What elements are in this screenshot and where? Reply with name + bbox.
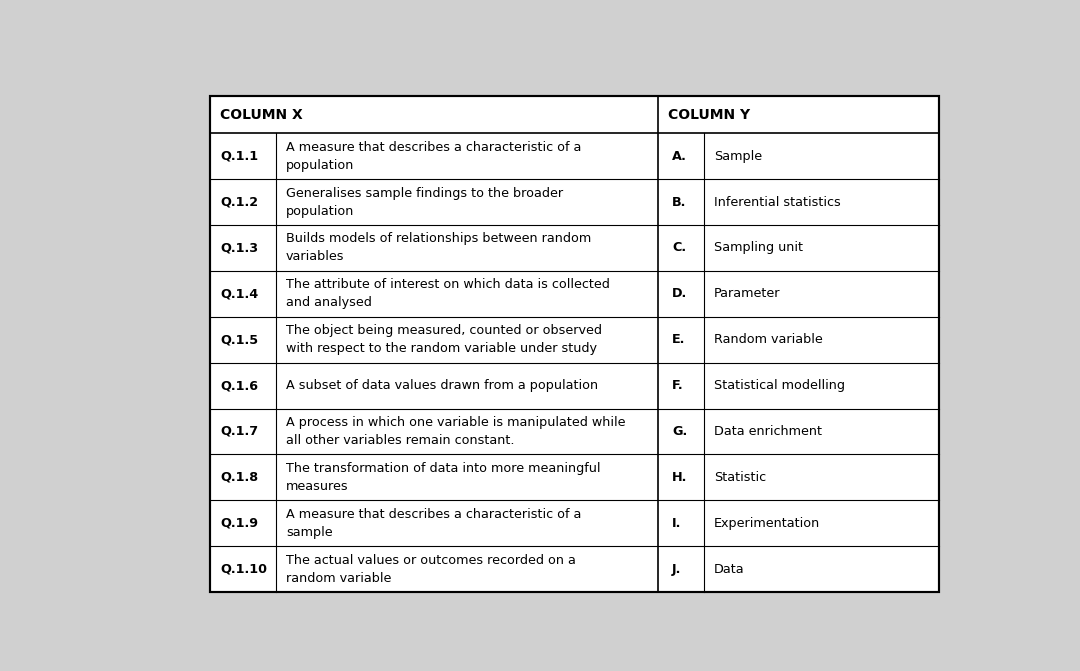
Text: Q.1.4: Q.1.4 bbox=[220, 287, 258, 301]
Text: Statistical modelling: Statistical modelling bbox=[714, 379, 845, 392]
Text: Data enrichment: Data enrichment bbox=[714, 425, 822, 438]
Text: A process in which one variable is manipulated while
all other variables remain : A process in which one variable is manip… bbox=[286, 416, 625, 447]
Text: Statistic: Statistic bbox=[714, 471, 766, 484]
Text: Q.1.5: Q.1.5 bbox=[220, 333, 258, 346]
Text: Generalises sample findings to the broader
population: Generalises sample findings to the broad… bbox=[286, 187, 563, 217]
Text: G.: G. bbox=[672, 425, 687, 438]
Text: A measure that describes a characteristic of a
sample: A measure that describes a characteristi… bbox=[286, 508, 581, 539]
Bar bbox=[211, 96, 939, 592]
Text: A measure that describes a characteristic of a
population: A measure that describes a characteristi… bbox=[286, 141, 581, 172]
Text: Data: Data bbox=[714, 562, 745, 576]
Text: The attribute of interest on which data is collected
and analysed: The attribute of interest on which data … bbox=[286, 278, 610, 309]
Text: H.: H. bbox=[672, 471, 687, 484]
Text: Builds models of relationships between random
variables: Builds models of relationships between r… bbox=[286, 232, 591, 264]
Text: C.: C. bbox=[672, 242, 686, 254]
Bar bbox=[211, 96, 939, 592]
Text: Experimentation: Experimentation bbox=[714, 517, 821, 529]
Text: Q.1.8: Q.1.8 bbox=[220, 471, 258, 484]
Text: Q.1.3: Q.1.3 bbox=[220, 242, 258, 254]
Text: Q.1.7: Q.1.7 bbox=[220, 425, 258, 438]
Text: E.: E. bbox=[672, 333, 686, 346]
Text: Inferential statistics: Inferential statistics bbox=[714, 195, 841, 209]
Text: A.: A. bbox=[672, 150, 687, 162]
Text: J.: J. bbox=[672, 562, 681, 576]
Text: The transformation of data into more meaningful
measures: The transformation of data into more mea… bbox=[286, 462, 600, 493]
Text: COLUMN X: COLUMN X bbox=[220, 107, 303, 121]
Text: Q.1.2: Q.1.2 bbox=[220, 195, 258, 209]
Text: B.: B. bbox=[672, 195, 686, 209]
Text: F.: F. bbox=[672, 379, 684, 392]
Text: Sample: Sample bbox=[714, 150, 762, 162]
Text: COLUMN Y: COLUMN Y bbox=[669, 107, 751, 121]
Text: Random variable: Random variable bbox=[714, 333, 823, 346]
Text: The object being measured, counted or observed
with respect to the random variab: The object being measured, counted or ob… bbox=[286, 324, 602, 355]
Text: The actual values or outcomes recorded on a
random variable: The actual values or outcomes recorded o… bbox=[286, 554, 576, 584]
Text: Q.1.9: Q.1.9 bbox=[220, 517, 258, 529]
Text: D.: D. bbox=[672, 287, 687, 301]
Text: Q.1.1: Q.1.1 bbox=[220, 150, 258, 162]
Text: Parameter: Parameter bbox=[714, 287, 781, 301]
Text: Sampling unit: Sampling unit bbox=[714, 242, 804, 254]
Text: I.: I. bbox=[672, 517, 681, 529]
Text: Q.1.10: Q.1.10 bbox=[220, 562, 268, 576]
Text: A subset of data values drawn from a population: A subset of data values drawn from a pop… bbox=[286, 379, 598, 392]
Text: Q.1.6: Q.1.6 bbox=[220, 379, 258, 392]
